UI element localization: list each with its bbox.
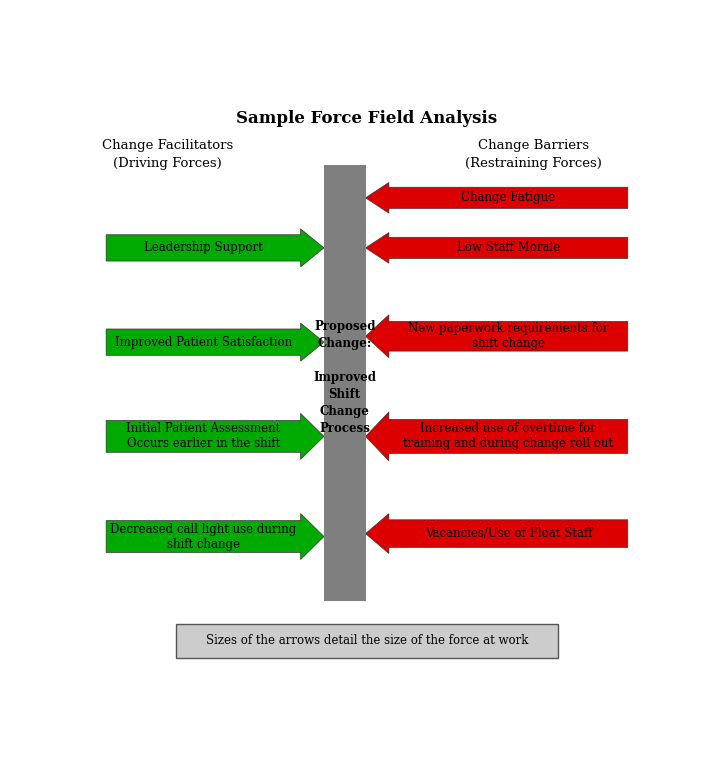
Text: Vacancies/Use of Float Staff: Vacancies/Use of Float Staff bbox=[425, 527, 592, 540]
Text: Change Facilitators: Change Facilitators bbox=[102, 139, 233, 152]
Text: (Driving Forces): (Driving Forces) bbox=[113, 157, 221, 170]
Text: Change Barriers: Change Barriers bbox=[478, 139, 589, 152]
Text: Leadership Support: Leadership Support bbox=[144, 242, 263, 255]
Polygon shape bbox=[106, 513, 324, 559]
Text: Sizes of the arrows detail the size of the force at work: Sizes of the arrows detail the size of t… bbox=[205, 634, 528, 647]
Polygon shape bbox=[366, 315, 628, 358]
Text: Improved Patient Satisfaction: Improved Patient Satisfaction bbox=[115, 336, 292, 349]
Text: Increased use of overtime for
training and during change roll out: Increased use of overtime for training a… bbox=[403, 422, 614, 451]
Text: New paperwork requirements for
shift change: New paperwork requirements for shift cha… bbox=[408, 322, 609, 350]
Text: Proposed
Change:

Improved
Shift
Change
Process: Proposed Change: Improved Shift Change P… bbox=[314, 320, 376, 435]
Text: Change Fatigue: Change Fatigue bbox=[461, 191, 556, 204]
Polygon shape bbox=[106, 413, 324, 459]
Text: Decreased call light use during
shift change: Decreased call light use during shift ch… bbox=[110, 522, 296, 551]
Polygon shape bbox=[366, 513, 628, 554]
Polygon shape bbox=[106, 229, 324, 267]
Text: Sample Force Field Analysis: Sample Force Field Analysis bbox=[236, 110, 498, 127]
FancyBboxPatch shape bbox=[175, 623, 558, 658]
Polygon shape bbox=[106, 323, 324, 361]
Text: Initial Patient Assessment
Occurs earlier in the shift: Initial Patient Assessment Occurs earlie… bbox=[126, 422, 281, 451]
Polygon shape bbox=[366, 183, 628, 213]
Polygon shape bbox=[366, 233, 628, 263]
Text: Low Staff Morale: Low Staff Morale bbox=[457, 242, 560, 255]
Bar bbox=[324, 165, 366, 601]
Text: (Restraining Forces): (Restraining Forces) bbox=[465, 157, 602, 170]
Polygon shape bbox=[366, 412, 628, 461]
